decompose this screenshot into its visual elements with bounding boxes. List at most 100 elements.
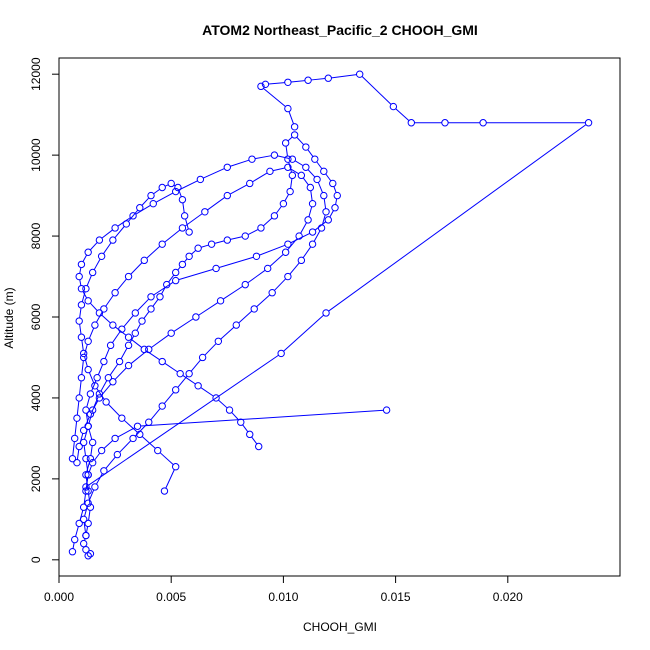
series-segment: [105, 456, 116, 469]
series-segment: [314, 221, 327, 231]
series-segment: [242, 424, 249, 433]
data-point: [79, 515, 88, 524]
series-segment: [74, 421, 78, 436]
series-segment: [88, 489, 95, 501]
data-point: [158, 183, 166, 192]
series-segment: [86, 526, 89, 533]
data-point: [171, 268, 180, 277]
series-segment: [173, 318, 194, 332]
data-point: [355, 70, 364, 78]
series-segment: [321, 214, 326, 226]
series-segment: [201, 244, 209, 248]
series-segment: [168, 274, 175, 283]
series-segment: [94, 452, 101, 461]
series-segment: [86, 477, 89, 484]
series-segment: [290, 168, 299, 175]
data-point: [255, 442, 263, 451]
series-segment: [120, 347, 128, 359]
series-segment: [83, 494, 86, 505]
data-point: [257, 82, 265, 91]
data-point: [290, 131, 299, 139]
data-point: [174, 183, 182, 192]
series-segment: [252, 172, 268, 183]
series-segment: [229, 184, 248, 195]
data-point: [382, 406, 391, 414]
series-segment: [178, 180, 198, 191]
data-point: [284, 78, 292, 86]
data-point: [71, 434, 79, 443]
data-point: [131, 309, 139, 317]
series-segment: [163, 391, 175, 404]
data-point: [306, 183, 315, 192]
series-segment: [146, 245, 161, 259]
data-point: [268, 289, 276, 297]
series: [68, 163, 317, 467]
data-point: [407, 119, 416, 127]
data-point: [88, 458, 97, 467]
series-segment: [116, 278, 127, 291]
y-tick-label: 8000: [29, 222, 43, 249]
series-segment: [104, 348, 110, 359]
data-point: [308, 199, 317, 208]
series-segment: [84, 416, 90, 428]
data-point: [111, 434, 119, 443]
series-segment: [182, 202, 185, 213]
data-point: [95, 236, 104, 244]
series-segment: [135, 204, 151, 215]
data-point: [129, 212, 137, 220]
data-point: [88, 438, 97, 447]
data-point: [79, 349, 88, 358]
data-point: [82, 487, 90, 495]
series-segment: [198, 302, 219, 316]
data-point: [136, 204, 144, 212]
data-point: [82, 406, 90, 414]
data-point: [263, 264, 272, 273]
series-segment: [294, 160, 304, 167]
series-segment: [200, 387, 214, 397]
data-point: [113, 450, 122, 459]
data-point: [270, 212, 279, 220]
data-point: [84, 487, 92, 495]
series-segment: [84, 356, 88, 367]
data-point: [124, 272, 133, 281]
data-point: [68, 454, 77, 463]
series-segment: [79, 267, 82, 274]
data-point: [95, 394, 104, 402]
series-segment: [141, 197, 150, 206]
data-point: [91, 382, 99, 390]
data-point: [84, 337, 92, 345]
series-segment: [310, 190, 313, 201]
data-point: [313, 175, 321, 184]
data-point: [84, 297, 92, 305]
data-point: [109, 378, 117, 386]
plot-frame: [58, 57, 621, 577]
data-point: [84, 499, 92, 507]
data-point: [308, 228, 317, 236]
series-segment: [272, 167, 285, 172]
data-point: [171, 276, 180, 285]
series-segment: [284, 194, 290, 202]
series-segment: [127, 209, 139, 222]
data-point: [77, 284, 86, 293]
data-point: [77, 260, 86, 269]
data-point: [329, 179, 337, 188]
data-point: [281, 139, 290, 147]
series-segment: [333, 186, 337, 193]
data-point: [290, 123, 299, 131]
data-point: [297, 171, 306, 180]
series-segment: [164, 229, 181, 243]
series-segment: [274, 278, 287, 291]
data-point: [154, 446, 162, 455]
series-segment: [190, 359, 201, 372]
data-point: [311, 155, 319, 163]
data-point: [124, 333, 133, 341]
series-segment: [96, 311, 103, 323]
series: [75, 179, 193, 495]
series-segment: [325, 173, 332, 182]
data-point: [84, 519, 92, 528]
data-point: [288, 171, 297, 180]
series-segment: [117, 427, 135, 438]
series-segment: [130, 338, 143, 348]
data-point: [241, 280, 249, 289]
series-segment: [313, 230, 321, 242]
